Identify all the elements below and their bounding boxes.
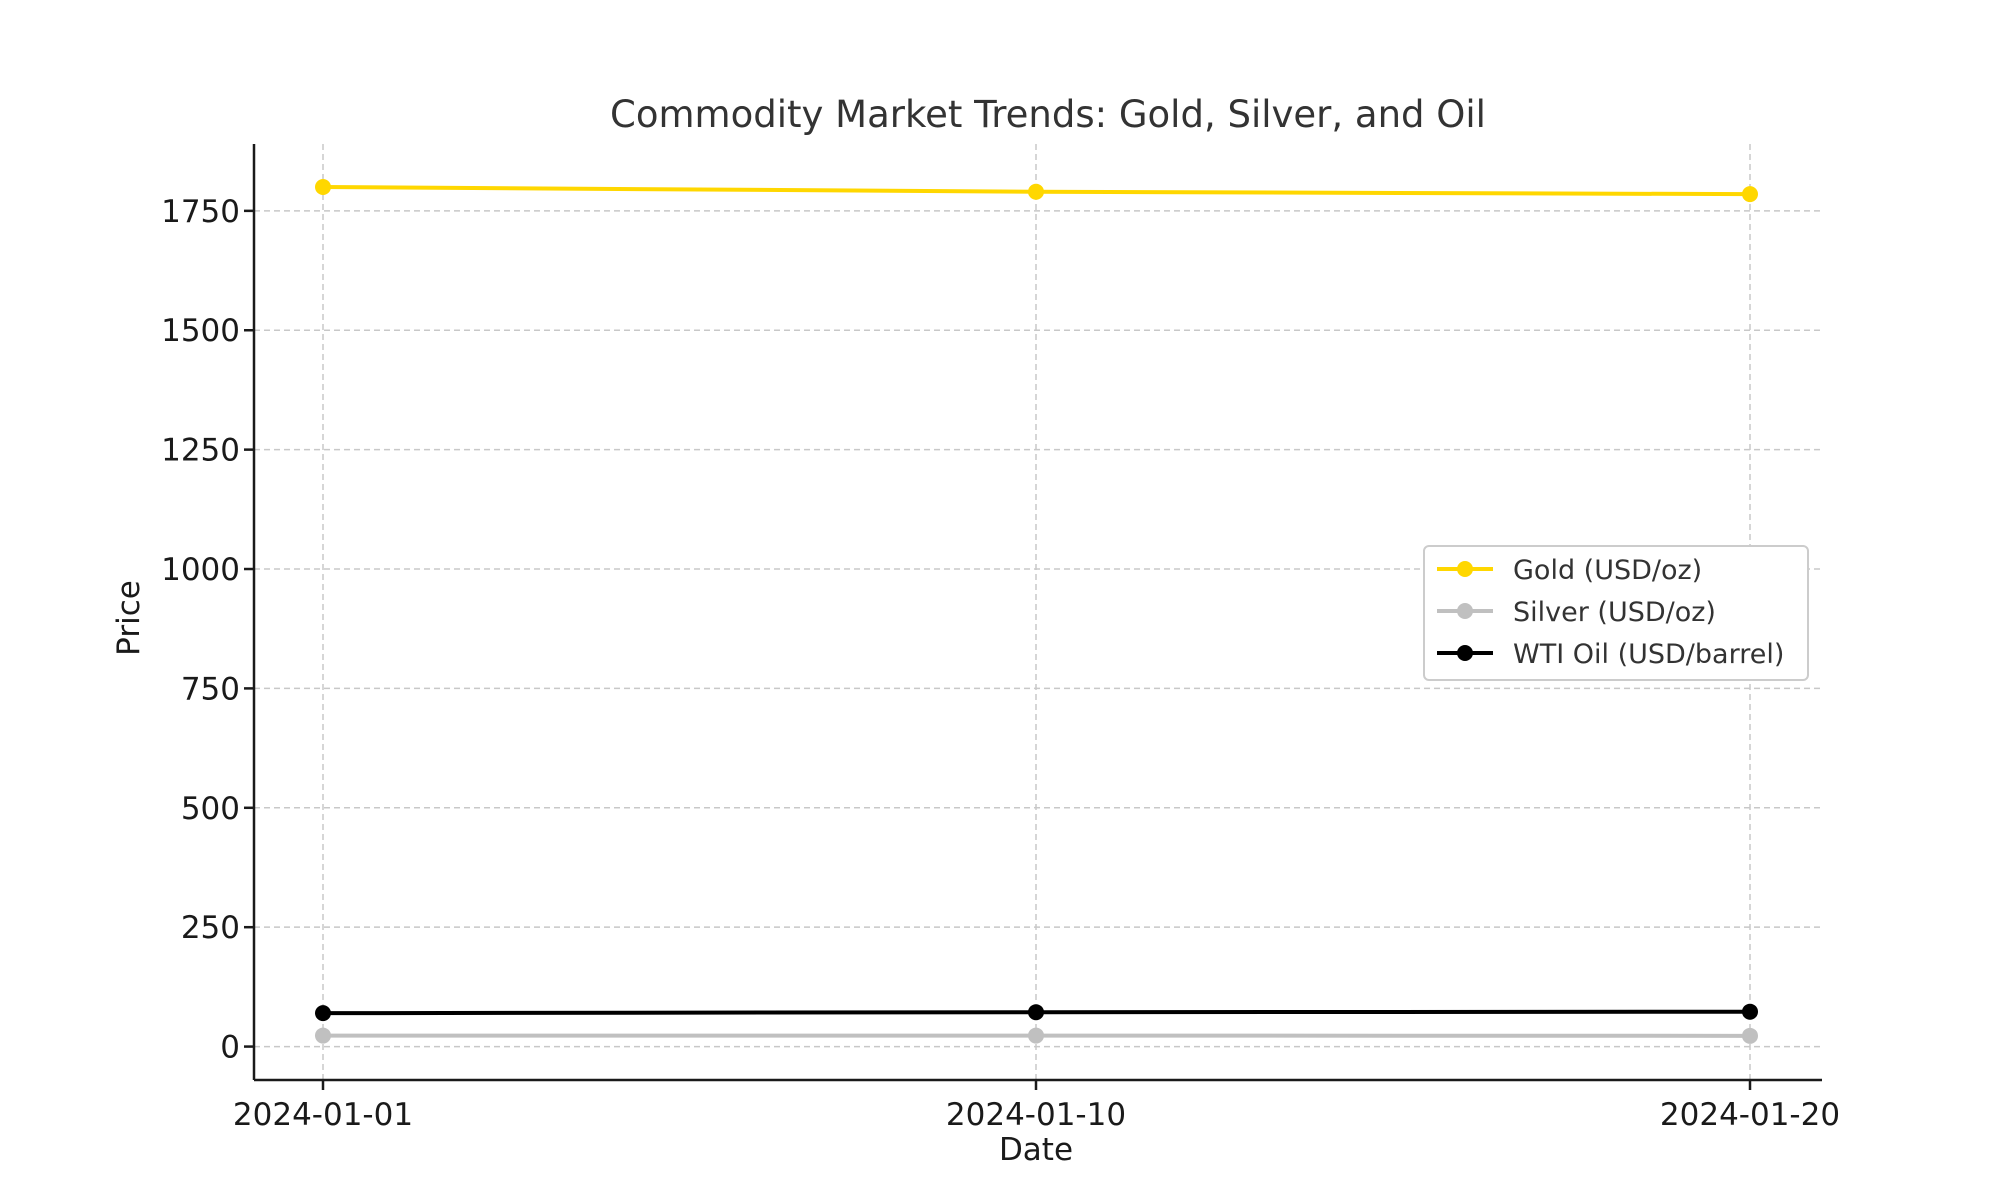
data-point [1028,1004,1044,1021]
y-tick-label: 1250 [161,433,240,469]
y-axis-label: Price [111,580,147,656]
data-point [1028,1027,1044,1044]
x-axis-ticks: 2024-01-01 2024-01-10 2024-01-20 [233,1080,1840,1133]
y-tick-label: 750 [181,671,240,707]
legend-frame [1423,545,1809,681]
y-axis-ticks: 0 250 500 750 1000 1250 1500 1750 [161,194,254,1066]
x-tick-label: 2024-01-01 [233,1097,413,1133]
data-point [1742,1027,1758,1044]
chart-title: Commodity Market Trends: Gold, Silver, a… [610,93,1486,136]
data-point [1742,186,1758,203]
y-tick-label: 1750 [161,194,240,230]
y-tick-label: 500 [181,791,240,827]
data-point [1742,1003,1758,1020]
y-tick-label: 250 [181,910,240,946]
data-point [315,178,331,195]
y-tick-label: 1000 [161,552,240,588]
legend-label: WTI Oil (USD/barrel) [1513,639,1784,670]
data-point [315,1005,331,1022]
x-tick-label: 2024-01-20 [1660,1097,1840,1133]
y-tick-label: 1500 [161,313,240,349]
legend: Gold (USD/oz) Silver (USD/oz) WTI Oil (USD… [1423,545,1809,681]
data-point [315,1027,331,1044]
x-tick-label: 2024-01-10 [946,1097,1126,1133]
legend-swatch-marker [1457,603,1473,619]
legend-swatch-marker [1457,561,1473,577]
y-tick-label: 0 [220,1030,240,1066]
data-point [1028,183,1044,200]
x-axis-label: Date [999,1132,1073,1168]
series-lines [315,178,1758,1044]
legend-label: Silver (USD/oz) [1513,597,1716,628]
grid [254,144,1822,1080]
legend-label: Gold (USD/oz) [1513,555,1702,586]
legend-swatch-marker [1457,645,1473,661]
